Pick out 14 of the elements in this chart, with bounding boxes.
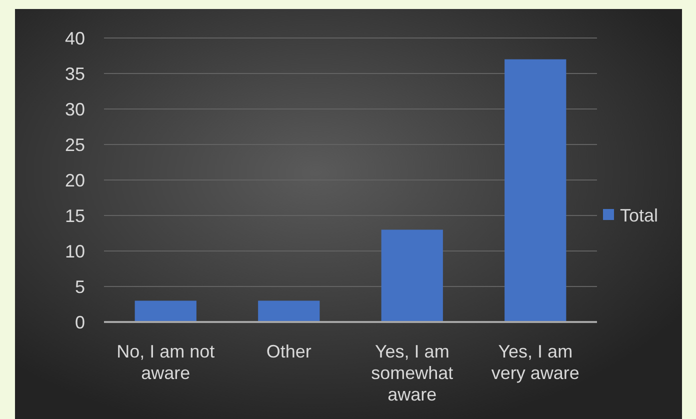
- y-tick-label: 30: [64, 99, 85, 120]
- x-tick-label: No, I am not aware: [116, 341, 215, 383]
- x-tick-label: Other: [266, 341, 312, 362]
- x-tick-label: Yes, I am somewhat aware: [371, 341, 454, 404]
- x-tick-label: Yes, I am very aware: [491, 341, 580, 383]
- y-tick-label: 15: [64, 206, 85, 226]
- legend-label: Total: [620, 205, 658, 226]
- y-tick-label: 35: [64, 64, 85, 84]
- y-tick-label: 40: [64, 28, 85, 48]
- y-tick-label: 0: [74, 312, 85, 332]
- y-tick-label: 20: [64, 170, 85, 190]
- y-tick-label: 5: [74, 276, 85, 297]
- y-tick-label: 25: [64, 134, 85, 155]
- y-tick-label: 10: [64, 241, 85, 262]
